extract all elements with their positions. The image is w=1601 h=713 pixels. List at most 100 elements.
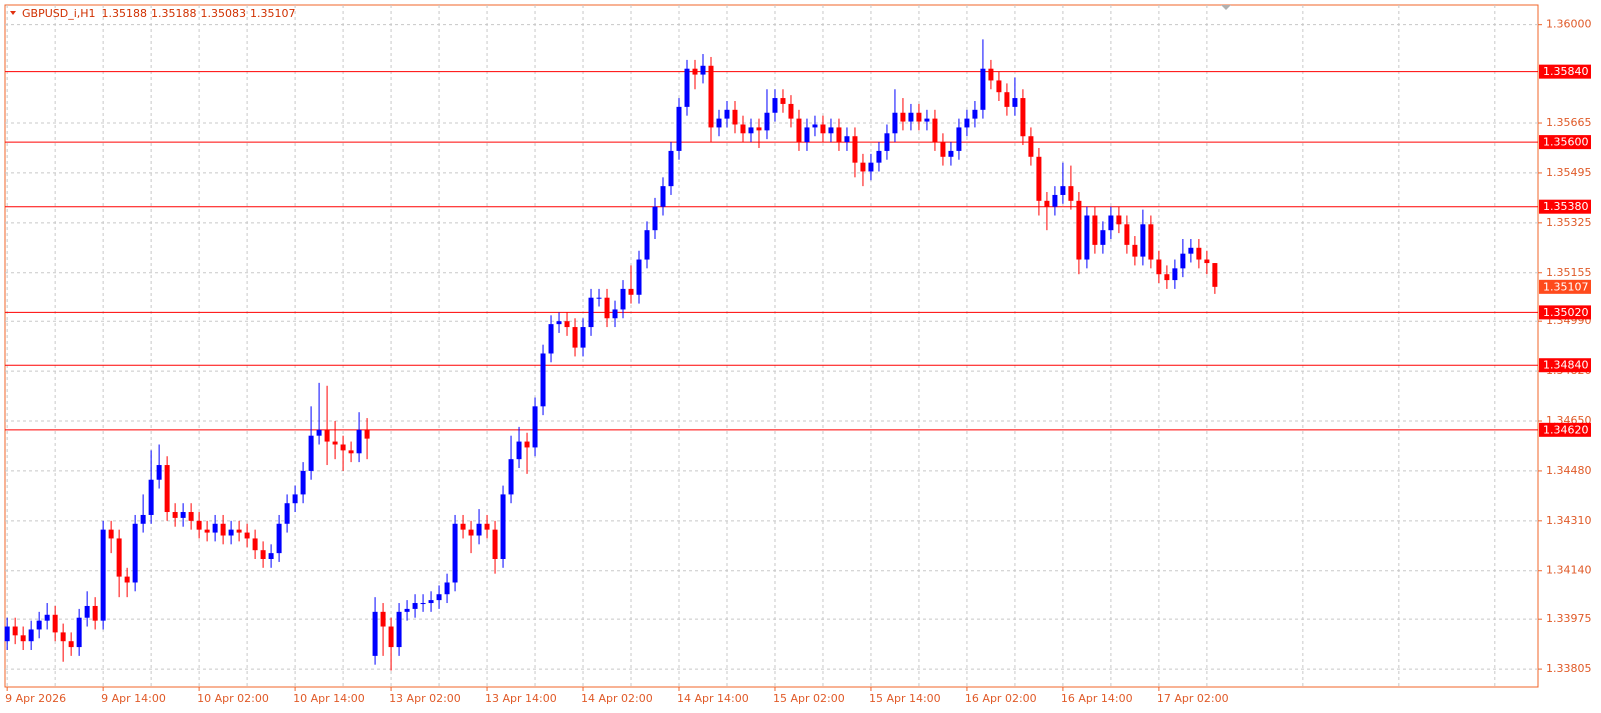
- x-tick-label: 15 Apr 02:00: [773, 692, 845, 705]
- candle-body: [460, 523, 466, 530]
- level-label: 1.34620: [1543, 423, 1589, 436]
- x-tick-label: 9 Apr 14:00: [101, 692, 166, 705]
- candle-body: [476, 523, 482, 536]
- candle-body: [164, 465, 170, 513]
- candle-body: [60, 632, 66, 642]
- candle-body: [740, 124, 746, 134]
- candle-body: [636, 259, 642, 295]
- candle-body: [1020, 98, 1026, 137]
- candle-body: [788, 103, 794, 119]
- candle-body: [500, 494, 506, 559]
- candle-body: [940, 142, 946, 157]
- candle-body: [556, 321, 562, 325]
- candle-body: [1092, 215, 1098, 245]
- candle-body: [1140, 224, 1146, 257]
- candle-body: [1060, 186, 1066, 195]
- candle-body: [20, 635, 26, 642]
- candle-body: [892, 112, 898, 134]
- candle-body: [1204, 259, 1210, 264]
- level-label-box: [1539, 422, 1591, 437]
- candle-body: [612, 309, 618, 319]
- candle-body: [732, 109, 738, 125]
- y-tick-label: 1.33805: [1546, 662, 1592, 675]
- candle-body: [684, 68, 690, 107]
- candle-body: [404, 608, 410, 612]
- candle-body: [92, 605, 98, 621]
- candle-body: [516, 441, 522, 460]
- candle-body: [428, 600, 434, 604]
- candle-body: [28, 629, 34, 642]
- candle-body: [492, 529, 498, 559]
- candle-body: [916, 112, 922, 122]
- candle-body: [1004, 92, 1010, 107]
- candle-body: [1156, 259, 1162, 275]
- candle-body: [708, 65, 714, 128]
- x-tick-label: 16 Apr 14:00: [1061, 692, 1133, 705]
- x-tick-label: 9 Apr 2026: [5, 692, 66, 705]
- candle-body: [756, 127, 762, 131]
- candle-body: [716, 118, 722, 128]
- candle-body: [292, 494, 298, 504]
- candle-body: [532, 406, 538, 448]
- x-tick-label: 13 Apr 02:00: [389, 692, 461, 705]
- candle-body: [596, 297, 602, 299]
- level-label-box: [1539, 64, 1591, 79]
- level-label: 1.34840: [1543, 359, 1589, 372]
- y-tick-label: 1.36000: [1546, 18, 1592, 31]
- candle-body: [348, 450, 354, 454]
- shift-marker: [1221, 5, 1231, 10]
- candle-body: [1116, 215, 1122, 225]
- candle-body: [12, 626, 18, 636]
- candle-body: [876, 150, 882, 163]
- candle-body: [212, 523, 218, 533]
- header-low: 1.35083: [201, 7, 247, 20]
- x-tick-label: 10 Apr 02:00: [197, 692, 269, 705]
- x-tick-label: 10 Apr 14:00: [293, 692, 365, 705]
- candle-body: [1100, 230, 1106, 245]
- candle-body: [844, 136, 850, 143]
- candle-body: [68, 641, 74, 648]
- x-tick-label: 16 Apr 02:00: [965, 692, 1037, 705]
- axis-layer: 1.360001.356651.354951.353251.351551.349…: [5, 18, 1591, 705]
- candle-body: [932, 118, 938, 143]
- level-label: 1.35600: [1543, 136, 1589, 149]
- candle-body: [1028, 136, 1034, 157]
- candle-body: [1148, 224, 1154, 260]
- candle-body: [228, 529, 234, 536]
- candle-body: [796, 118, 802, 143]
- candle-body: [244, 532, 250, 539]
- candle-layer: [4, 39, 1218, 671]
- candle-body: [124, 576, 130, 583]
- candle-body: [692, 68, 698, 75]
- candle-body: [1052, 194, 1058, 207]
- candle-body: [52, 614, 58, 633]
- candle-body: [284, 503, 290, 524]
- x-tick-label: 14 Apr 02:00: [581, 692, 653, 705]
- y-tick-label: 1.35155: [1546, 266, 1592, 279]
- candle-body: [644, 230, 650, 260]
- candle-body: [420, 603, 426, 605]
- y-tick-label: 1.34310: [1546, 514, 1592, 527]
- candle-body: [444, 582, 450, 595]
- candle-body: [1196, 247, 1202, 260]
- candle-body: [1012, 98, 1018, 107]
- candle-body: [1036, 156, 1042, 201]
- candle-body: [540, 353, 546, 407]
- candle-body: [588, 297, 594, 328]
- candle-body: [36, 620, 42, 630]
- current-price-box: [1539, 279, 1591, 294]
- y-tick-label: 1.33975: [1546, 612, 1592, 625]
- candle-body: [140, 514, 146, 524]
- candle-body: [1076, 200, 1082, 260]
- candle-body: [508, 459, 514, 495]
- candle-body: [116, 538, 122, 577]
- candle-body: [132, 523, 138, 583]
- candle-body: [324, 429, 330, 442]
- candle-body: [580, 327, 586, 348]
- candle-body: [156, 465, 162, 480]
- candle-body: [332, 441, 338, 445]
- candle-body: [236, 529, 242, 533]
- candle-body: [1068, 186, 1074, 201]
- candle-body: [868, 162, 874, 172]
- candle-body: [316, 429, 322, 436]
